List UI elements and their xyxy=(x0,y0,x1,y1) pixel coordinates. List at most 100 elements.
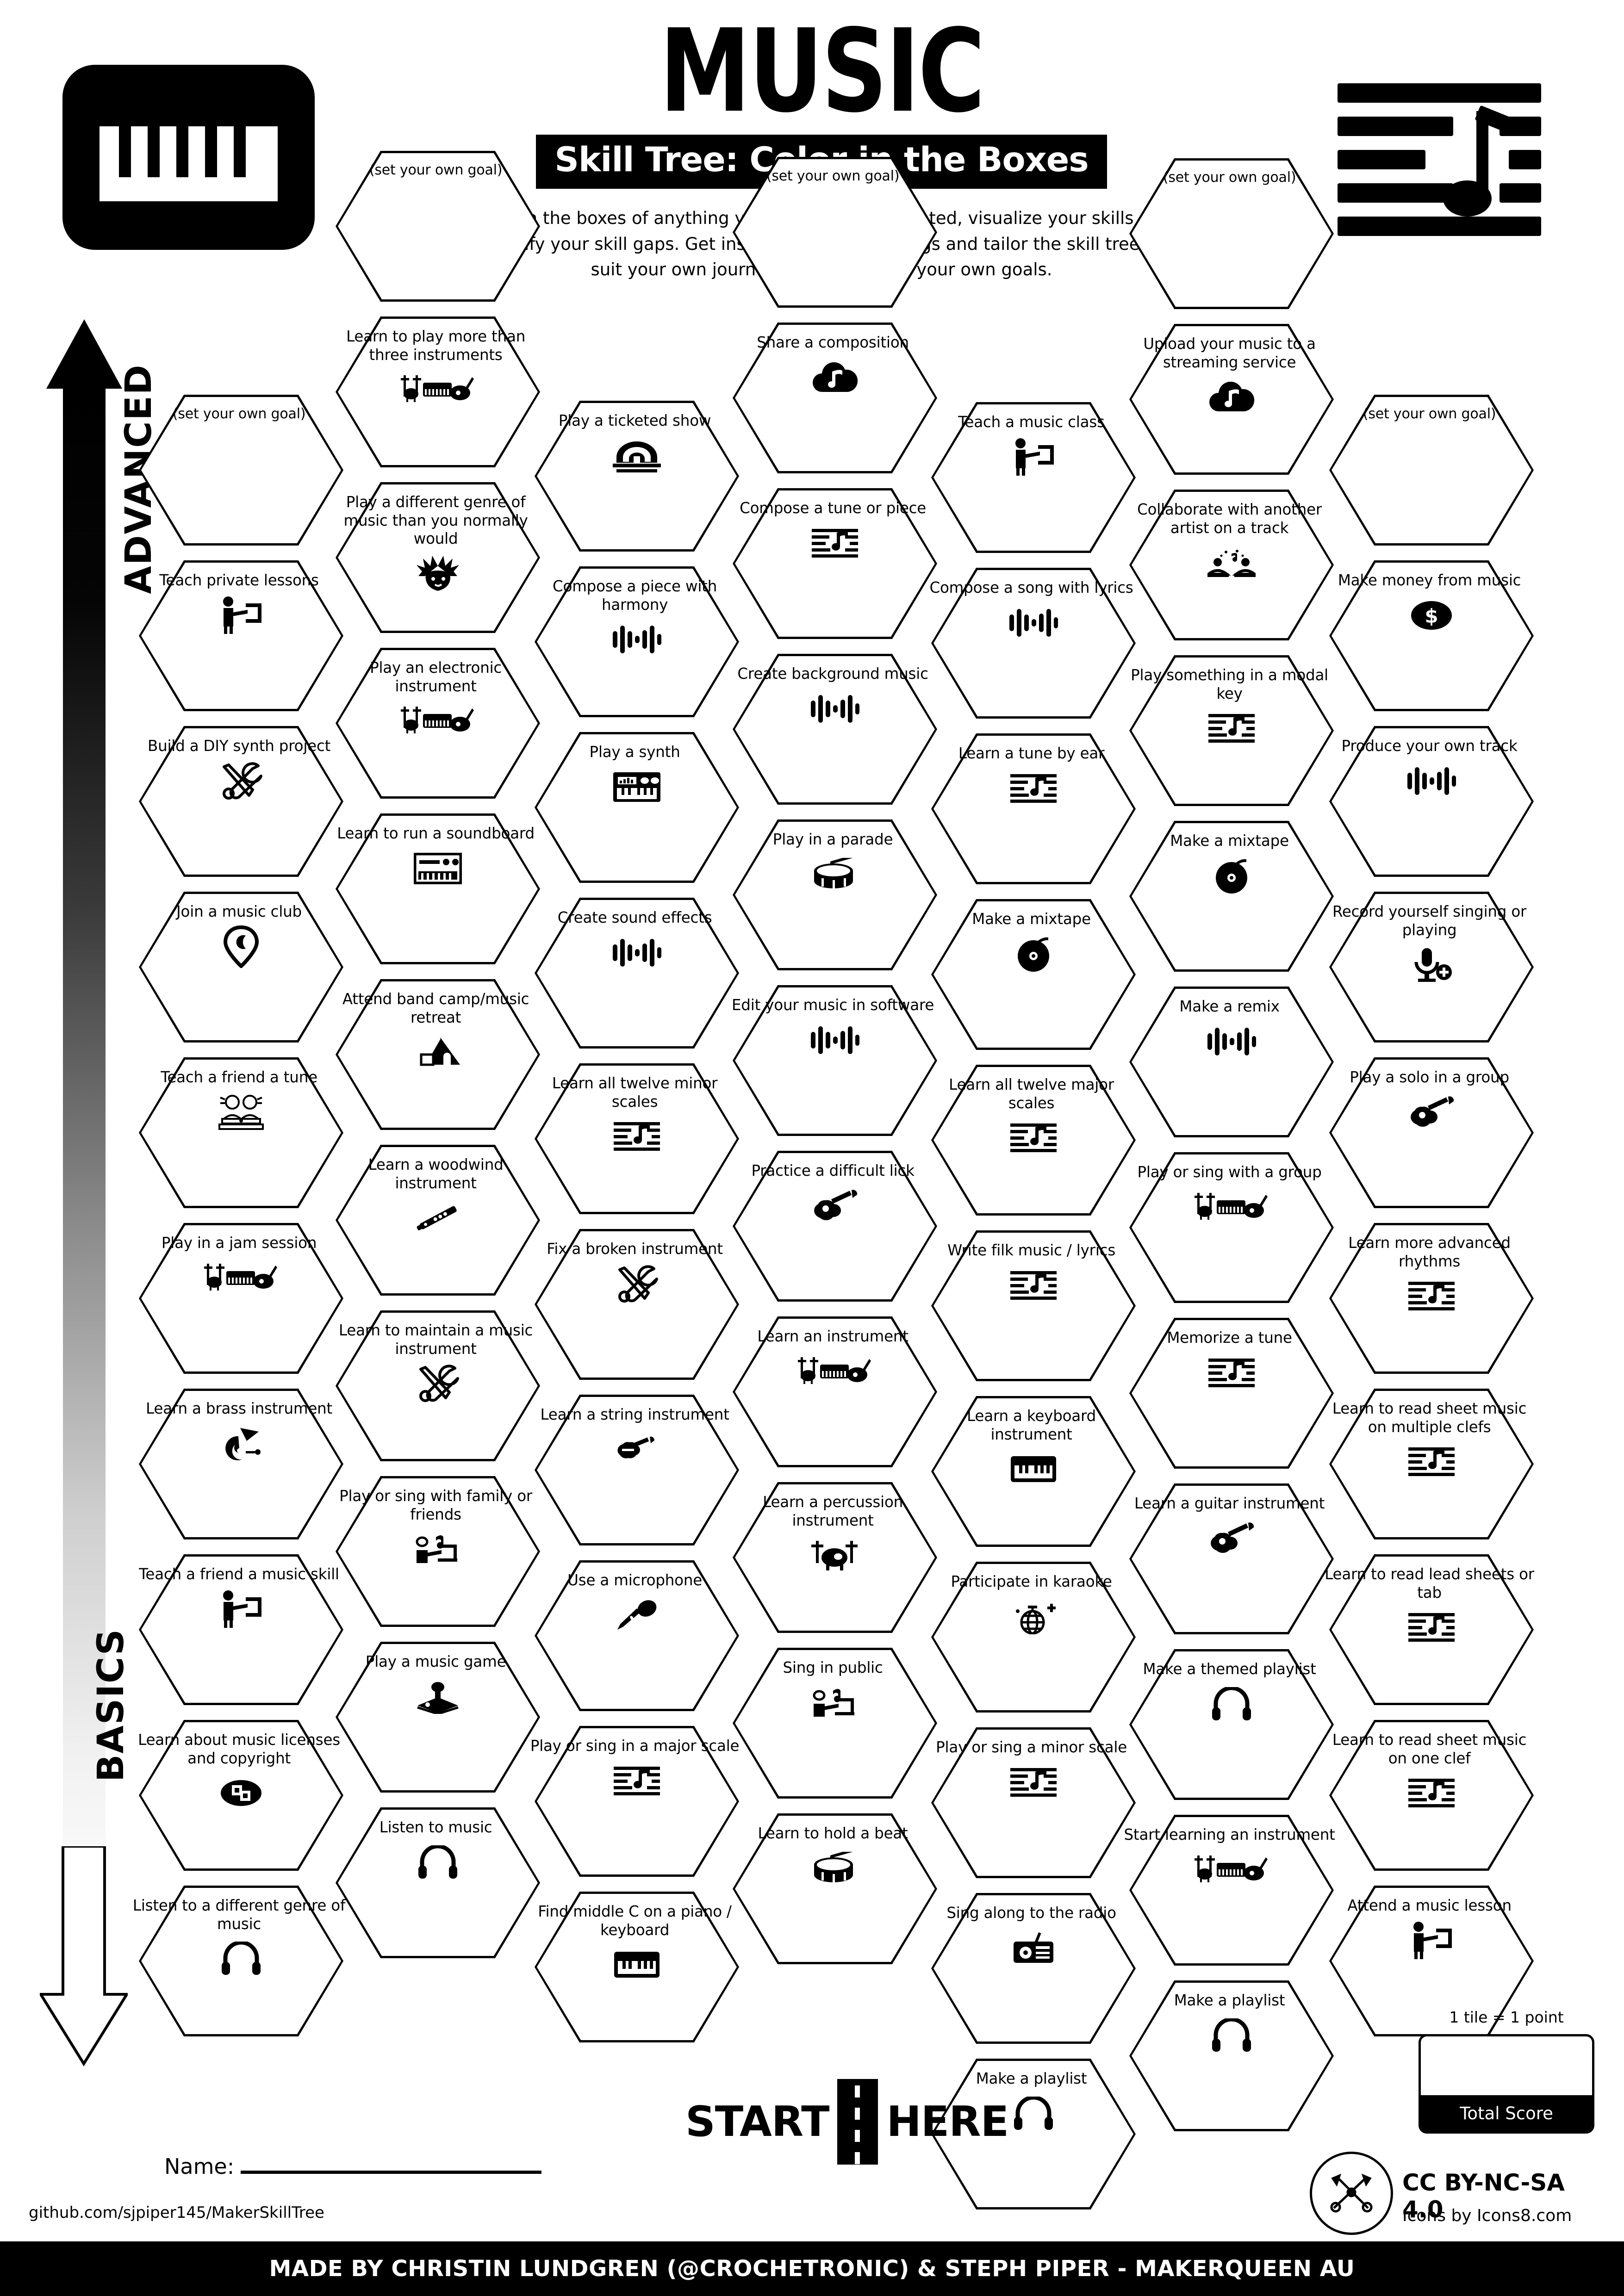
skill-tile[interactable]: Edit your music in software xyxy=(732,985,937,1136)
skill-tile[interactable]: Sing in public xyxy=(733,1648,937,1799)
skill-tile[interactable]: Participate in karaoke xyxy=(931,1562,1136,1713)
skill-tile[interactable]: (set your own goal) xyxy=(1329,395,1534,546)
skill-tile[interactable]: Share a composition xyxy=(733,323,937,473)
skill-tile[interactable]: Play a music game xyxy=(336,1642,540,1793)
skill-tile[interactable]: Learn a woodwind instrument xyxy=(336,1145,540,1296)
skill-tile[interactable]: Learn to play more than three instrument… xyxy=(336,316,540,467)
name-write-line[interactable] xyxy=(241,2171,542,2174)
skill-tile[interactable]: Play a ticketed show xyxy=(535,401,739,552)
skill-tile[interactable]: Attend band camp/music retreat xyxy=(336,979,540,1130)
skill-tile[interactable]: Collaborate with another artist on a tra… xyxy=(1129,490,1334,640)
hex-fill xyxy=(735,987,935,1134)
skill-tile[interactable]: Upload your music to a streaming service xyxy=(1129,324,1334,475)
skill-tile[interactable]: (set your own goal) xyxy=(336,151,540,302)
skill-tile[interactable]: Learn a keyboard instrument xyxy=(931,1396,1136,1547)
skill-tile[interactable]: Teach a friend a music skill xyxy=(139,1554,343,1705)
hex-content: Learn a brass instrument xyxy=(139,1389,343,1539)
skill-tile[interactable]: Make money from music $ xyxy=(1329,560,1534,711)
skill-tile[interactable]: Learn all twelve major scales xyxy=(931,1065,1136,1216)
skill-tile[interactable]: Listen to music xyxy=(336,1807,540,1958)
skill-tile[interactable]: Learn a percussion instrument xyxy=(733,1482,937,1633)
dollar-coin-icon: $ xyxy=(1410,593,1453,638)
skill-tile[interactable]: Produce your own track xyxy=(1329,726,1534,877)
skill-tile[interactable]: (set your own goal) xyxy=(733,157,937,308)
hex-content: Learn all twelve major scales xyxy=(931,1065,1136,1216)
skill-tile[interactable]: Build a DIY synth project xyxy=(139,726,343,877)
skill-tile[interactable]: Learn a guitar instrument xyxy=(1129,1483,1334,1634)
here-word: HERE xyxy=(886,2097,1009,2146)
skill-tile[interactable]: Teach private lessons xyxy=(139,560,343,711)
piano-logo-icon xyxy=(62,65,315,250)
skill-tile[interactable]: Make a mixtape xyxy=(1129,821,1334,972)
skill-tile[interactable]: Join a music club xyxy=(139,892,343,1043)
name-field[interactable]: Name: xyxy=(164,2154,542,2179)
skill-tile[interactable]: Play or sing with a group xyxy=(1129,1152,1334,1303)
skill-tile[interactable]: Record yourself singing or playing xyxy=(1329,892,1534,1043)
skill-tile[interactable]: Play in a parade xyxy=(733,819,937,970)
skill-tile[interactable]: Find middle C on a piano / keyboard xyxy=(535,1892,739,2042)
skill-tile[interactable]: Learn more advanced rhythms xyxy=(1329,1223,1534,1374)
skill-tile-label: Learn all twelve minor scales xyxy=(552,1074,718,1111)
skill-tile[interactable]: Play or sing with family or friends xyxy=(336,1476,540,1627)
skill-tile[interactable]: Learn to run a soundboard xyxy=(336,813,540,964)
skill-tile[interactable]: Play in a jam session xyxy=(139,1223,343,1374)
skill-tile[interactable]: Play or sing in a major scale xyxy=(530,1726,740,1877)
skill-tile[interactable]: Learn an instrument xyxy=(733,1316,937,1467)
skill-tile[interactable]: Play a synth xyxy=(535,732,739,883)
skill-tile[interactable]: Learn to read lead sheets or tab xyxy=(1325,1554,1534,1705)
skill-tile[interactable]: Make a playlist xyxy=(931,2059,1136,2209)
hex-fill xyxy=(537,1231,737,1378)
hex-content: Learn to read lead sheets or tab xyxy=(1325,1554,1534,1705)
skill-tile[interactable]: Create sound effects xyxy=(535,898,739,1049)
skill-tile[interactable]: Sing along to the radio xyxy=(931,1893,1136,2044)
skill-tile[interactable]: Learn all twelve minor scales xyxy=(535,1063,739,1214)
skill-tile[interactable]: Play a different genre of music than you… xyxy=(336,482,540,633)
hex-content: Listen to music xyxy=(336,1807,540,1958)
skill-tile-label: Practice a difficult lick xyxy=(751,1162,915,1179)
skill-tile[interactable]: (set your own goal) xyxy=(1129,158,1334,309)
skill-tile[interactable]: Learn about music licenses and copyright xyxy=(138,1720,343,1871)
skill-tile[interactable]: Attend a music lesson xyxy=(1329,1886,1534,2036)
skill-tile[interactable]: Compose a piece with harmony xyxy=(535,566,739,717)
skill-tile[interactable]: Learn to read sheet music on one clef xyxy=(1329,1720,1534,1871)
skill-tile[interactable]: Make a mixtape xyxy=(931,899,1136,1050)
skill-tile-label: Learn to play more than three instrument… xyxy=(346,328,526,364)
total-score-input[interactable]: Total Score xyxy=(1419,2034,1594,2134)
skill-tile[interactable]: Learn a brass instrument xyxy=(139,1389,343,1539)
skill-tile[interactable]: Fix a broken instrument xyxy=(535,1229,739,1380)
skill-tile[interactable]: Play an electronic instrument xyxy=(336,648,540,799)
skill-tile[interactable]: Practice a difficult lick xyxy=(733,1151,937,1302)
skill-tile[interactable]: Play a solo in a group xyxy=(1329,1057,1534,1208)
skill-tile[interactable]: Compose a song with lyrics xyxy=(930,568,1136,719)
sheet-music-icon xyxy=(1407,1605,1456,1650)
skill-tile[interactable]: Play something in a modal key xyxy=(1129,655,1334,806)
skill-tile-label: Teach private lessons xyxy=(159,571,319,589)
teacher-icon xyxy=(219,1587,263,1632)
hex-content: (set your own goal) xyxy=(1129,158,1334,309)
skill-tile[interactable]: Make a playlist xyxy=(1129,1980,1334,2131)
skill-tile[interactable]: Start learning an instrument xyxy=(1124,1815,1335,1966)
skill-tile[interactable]: Learn a string instrument xyxy=(535,1395,739,1545)
skill-tile[interactable]: Learn to read sheet music on multiple cl… xyxy=(1329,1389,1534,1539)
skill-tile[interactable]: Listen to a different genre of music xyxy=(133,1886,345,2036)
skill-tile[interactable]: Memorize a tune xyxy=(1129,1318,1334,1469)
skill-tile[interactable]: Learn to maintain a music instrument xyxy=(336,1310,540,1461)
skill-tile-label: Compose a song with lyrics xyxy=(929,579,1133,596)
skill-tile[interactable]: Teach a music class xyxy=(931,402,1136,553)
skill-tile[interactable]: Use a microphone xyxy=(535,1560,739,1711)
skill-tile-label: Create sound effects xyxy=(557,909,712,926)
skill-tile-label: Edit your music in software xyxy=(731,996,934,1014)
repo-link[interactable]: github.com/sjpiper145/MakerSkillTree xyxy=(29,2203,324,2222)
skill-tile[interactable]: Write filk music / lyrics xyxy=(931,1230,1136,1381)
skill-tile[interactable]: Learn to hold a beat xyxy=(733,1813,937,1964)
skill-tile[interactable]: Compose a tune or piece xyxy=(733,488,937,639)
skill-tile[interactable]: Play or sing a minor scale xyxy=(931,1727,1136,1878)
skill-tile[interactable]: (set your own goal) xyxy=(139,395,343,546)
skill-tile[interactable]: Learn a tune by ear xyxy=(931,733,1136,884)
skill-tile-label: Compose a piece with harmony xyxy=(553,577,717,614)
skill-tile[interactable]: Create background music xyxy=(733,654,937,805)
skill-tile[interactable]: Teach a friend a tune xyxy=(139,1057,343,1208)
hex-content: Make a mixtape xyxy=(931,899,1136,1050)
skill-tile[interactable]: Make a themed playlist xyxy=(1129,1649,1334,1800)
skill-tile[interactable]: Make a remix xyxy=(1129,987,1334,1137)
